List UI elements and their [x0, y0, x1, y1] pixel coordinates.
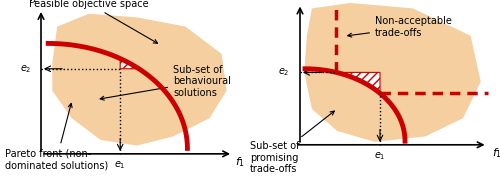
Text: $e_2$: $e_2$ [278, 66, 290, 78]
Text: Pareto front (non-
dominated solutions): Pareto front (non- dominated solutions) [5, 103, 108, 170]
Text: $f_2$: $f_2$ [29, 0, 39, 5]
Text: Sub-set of
promising
trade-offs: Sub-set of promising trade-offs [250, 111, 334, 174]
Text: Sub-set of
behavioural
solutions: Sub-set of behavioural solutions [100, 65, 231, 100]
Polygon shape [336, 72, 380, 93]
Polygon shape [120, 59, 139, 69]
Text: Feasible objective space: Feasible objective space [29, 0, 158, 43]
Text: Non-acceptable
trade-offs: Non-acceptable trade-offs [348, 16, 452, 38]
Text: $e_2$: $e_2$ [20, 63, 32, 75]
Text: $f_1$: $f_1$ [492, 147, 500, 160]
Text: $f_1$: $f_1$ [236, 156, 246, 169]
Text: $e_1$: $e_1$ [114, 159, 126, 171]
Polygon shape [53, 14, 226, 145]
Polygon shape [305, 4, 480, 141]
Text: $e_1$: $e_1$ [374, 150, 386, 162]
